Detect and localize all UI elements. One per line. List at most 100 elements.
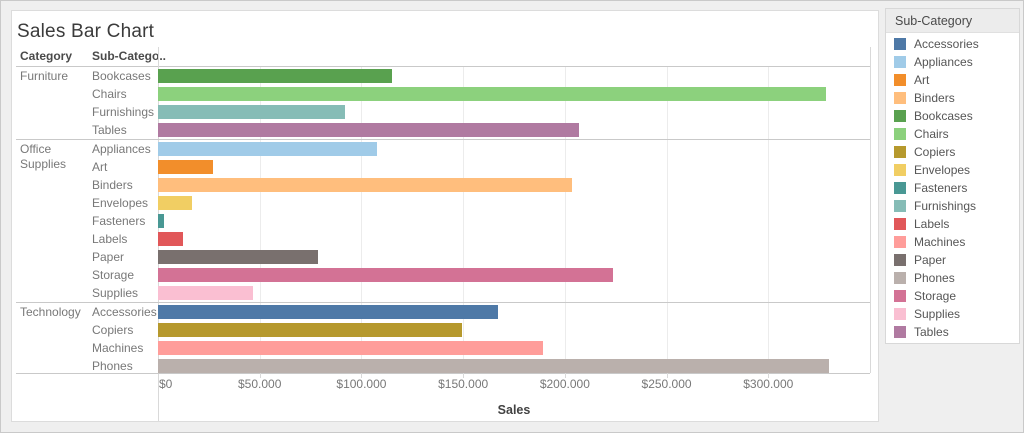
category-label[interactable]: Furniture [20,69,69,83]
sales-bar-furnishings[interactable] [158,105,345,119]
legend-item-labels[interactable]: Labels [886,215,1019,233]
sales-bar-appliances[interactable] [158,142,377,156]
subcategory-label[interactable]: Bookcases [92,69,151,83]
legend-item-bookcases[interactable]: Bookcases [886,107,1019,125]
subcategory-label[interactable]: Storage [92,268,135,282]
axis-tick-label: $0 [159,377,173,391]
legend-item-paper[interactable]: Paper [886,251,1019,269]
legend-item-envelopes[interactable]: Envelopes [886,161,1019,179]
column-header-category[interactable]: Category [20,49,73,63]
legend-color-chip [894,254,906,266]
category-label[interactable]: Office Supplies [20,142,67,171]
legend-item-fasteners[interactable]: Fasteners [886,179,1019,197]
bar-area [158,212,870,230]
legend-item-label: Art [914,73,930,87]
legend-item-phones[interactable]: Phones [886,269,1019,287]
subcategory-label[interactable]: Appliances [92,142,151,156]
subcategory-label[interactable]: Supplies [92,286,139,300]
subcategory-label[interactable]: Machines [92,341,144,355]
legend-item-supplies[interactable]: Supplies [886,305,1019,323]
sales-bar-supplies[interactable] [158,286,253,300]
sales-bar-phones[interactable] [158,359,830,373]
axis-tick-label: $300.000 [743,377,794,391]
axis-tick [564,373,566,378]
gridline [361,67,363,373]
subcategory-label[interactable]: Art [92,160,108,174]
sales-bar-storage[interactable] [158,268,614,282]
legend-item-chairs[interactable]: Chairs [886,125,1019,143]
legend-color-chip [894,272,906,284]
bar-row: Accessories [92,303,870,321]
category-label[interactable]: Technology [20,305,81,319]
legend-item-label: Fasteners [914,181,968,195]
subcategory-label[interactable]: Labels [92,232,128,246]
legend-color-chip [894,74,906,86]
sales-bar-paper[interactable] [158,250,318,264]
subcategory-label[interactable]: Furnishings [92,105,155,119]
sales-bar-tables[interactable] [158,123,580,137]
column-header-subcategory[interactable]: Sub-Catego.. [92,49,166,63]
bar-area [158,248,870,266]
legend-title[interactable]: Sub-Category [886,9,1019,33]
legend-item-accessories[interactable]: Accessories [886,35,1019,53]
legend-item-art[interactable]: Art [886,71,1019,89]
legend-item-binders[interactable]: Binders [886,89,1019,107]
legend-color-chip [894,218,906,230]
legend-item-label: Chairs [914,127,949,141]
sales-bar-envelopes[interactable] [158,196,192,210]
axis-tick [361,373,363,378]
subcategory-label[interactable]: Accessories [92,305,157,319]
bar-row: Appliances [92,140,870,158]
legend-item-tables[interactable]: Tables [886,323,1019,341]
legend-item-label: Tables [914,325,949,339]
bar-area [158,321,870,339]
subcategory-label[interactable]: Tables [92,123,127,137]
x-axis-title: Sales [497,403,531,417]
axis-tick-label: $50.000 [238,377,282,391]
sales-bar-art[interactable] [158,160,214,174]
chart-panel: Sales Bar Chart Category Sub-Catego.. Fu… [11,10,879,422]
sales-bar-copiers[interactable] [158,323,463,337]
sales-bar-bookcases[interactable] [158,69,392,83]
legend-item-label: Bookcases [914,109,973,123]
legend-item-machines[interactable]: Machines [886,233,1019,251]
legend-item-label: Copiers [914,145,956,159]
bar-area [158,194,870,212]
axis-tick-label: $100.000 [336,377,387,391]
legend-item-appliances[interactable]: Appliances [886,53,1019,71]
category-group: Office Supplies Appliances Art Binders Envel… [16,139,870,302]
bar-row: Storage [92,266,870,284]
legend-color-chip [894,110,906,122]
subcategory-label[interactable]: Fasteners [92,214,146,228]
bar-row: Labels [92,230,870,248]
bar-row: Envelopes [92,194,870,212]
bar-row: Chairs [92,85,870,103]
subcategory-label[interactable]: Copiers [92,323,134,337]
sales-bar-machines[interactable] [158,341,543,355]
legend-item-label: Appliances [914,55,973,69]
subcategory-label[interactable]: Phones [92,359,133,373]
bar-area [158,103,870,121]
legend-color-chip [894,182,906,194]
bar-row: Art [92,158,870,176]
plot-bottom-border [16,373,870,374]
legend-item-furnishings[interactable]: Furnishings [886,197,1019,215]
sales-bar-binders[interactable] [158,178,572,192]
subcategory-label[interactable]: Paper [92,250,125,264]
legend-item-copiers[interactable]: Copiers [886,143,1019,161]
sales-bar-fasteners[interactable] [158,214,165,228]
bar-row: Phones [92,357,870,375]
axis-tick-label: $200.000 [539,377,590,391]
gridline [259,67,261,373]
sales-bar-accessories[interactable] [158,305,499,319]
bar-area [158,266,870,284]
legend-item-storage[interactable]: Storage [886,287,1019,305]
legend-color-chip [894,164,906,176]
subcategory-label[interactable]: Binders [92,178,133,192]
legend-item-label: Binders [914,91,955,105]
sales-bar-chairs[interactable] [158,87,827,101]
sales-bar-labels[interactable] [158,232,184,246]
subcategory-label[interactable]: Chairs [92,87,127,101]
subcategory-label[interactable]: Envelopes [92,196,149,210]
bar-area [158,339,870,357]
